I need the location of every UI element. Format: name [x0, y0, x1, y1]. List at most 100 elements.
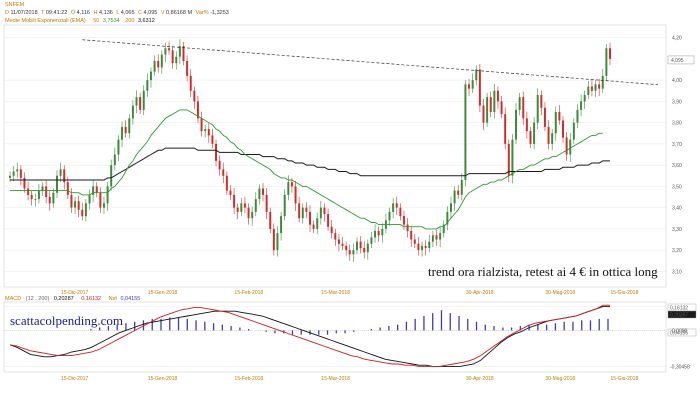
- candle-body: [229, 190, 232, 195]
- candle-body: [16, 169, 19, 172]
- last-price-label: 4,095: [671, 58, 684, 64]
- ema200-line: [10, 147, 610, 181]
- candle-body: [48, 197, 51, 204]
- candle-body: [178, 46, 181, 57]
- candle-body: [515, 109, 518, 140]
- candle-body: [529, 131, 532, 144]
- candle-body: [88, 194, 91, 204]
- header-var-label: Var%: [196, 10, 209, 16]
- candle-body: [160, 54, 163, 68]
- macd-badge-label: 0,20287: [670, 313, 688, 319]
- candle-body: [124, 126, 127, 134]
- candle-body: [424, 245, 427, 248]
- candle-body: [413, 239, 416, 244]
- candle-body: [283, 194, 286, 217]
- candle-body: [609, 48, 611, 59]
- candle-body: [399, 207, 402, 217]
- candle-body: [572, 122, 575, 140]
- macd-badge-box: [667, 328, 697, 337]
- price-tick-label: 3,80: [672, 121, 682, 127]
- price-tick-label: 4,00: [672, 78, 682, 84]
- candle-body: [254, 199, 257, 212]
- candle-body: [131, 105, 134, 119]
- date-axis-top: 15-Dic-2017 15-Gen-2018 15-Feb-2018 15-Mar-…: [61, 290, 638, 296]
- candle-body: [359, 241, 362, 248]
- candle-body: [547, 126, 550, 144]
- candle-body: [146, 80, 149, 91]
- candle-body: [464, 84, 467, 180]
- candle-body: [525, 118, 528, 132]
- candle-body: [518, 97, 521, 110]
- candle-body: [153, 61, 156, 72]
- candle-body: [392, 203, 395, 212]
- candle-body: [341, 243, 344, 246]
- candle-body: [276, 233, 279, 251]
- candle-body: [66, 182, 69, 195]
- candle-body: [298, 203, 301, 219]
- candle-body: [410, 231, 413, 240]
- candle-body: [99, 192, 102, 208]
- macd-badge-label: 0,16132: [670, 306, 688, 312]
- candle-body: [565, 137, 568, 155]
- candle-body: [468, 84, 471, 89]
- candle-body: [102, 203, 105, 208]
- candle-body: [305, 207, 308, 212]
- candle-body: [598, 84, 601, 89]
- candle-body: [27, 188, 30, 195]
- candle-body: [19, 169, 22, 178]
- candle-body: [601, 75, 604, 89]
- candle-body: [196, 101, 199, 119]
- candle-body: [543, 107, 546, 127]
- candle-body: [207, 129, 210, 136]
- ma-value-1: 3,7534: [103, 18, 120, 24]
- candle-body: [316, 218, 319, 229]
- candle-body: [121, 126, 124, 140]
- date-tick-label: 15-Feb-2018: [235, 290, 264, 296]
- hist-value: 0,04155: [120, 296, 140, 302]
- candle-body: [204, 129, 207, 132]
- header-low: 4,065: [121, 10, 135, 16]
- price-tick-label: 3,30: [672, 227, 682, 233]
- candle-body: [431, 235, 434, 242]
- candle-body: [442, 224, 445, 234]
- candle-body: [576, 109, 579, 123]
- candle-body: [287, 182, 290, 195]
- candle-body: [211, 135, 214, 144]
- candle-body: [142, 90, 145, 110]
- candle-body: [366, 243, 369, 253]
- price-tick-label: 3,10: [672, 269, 682, 275]
- candle-body: [95, 186, 98, 193]
- candle-body: [348, 250, 351, 255]
- candle-body: [269, 211, 272, 229]
- candle-body: [247, 207, 250, 219]
- candle-body: [117, 139, 120, 155]
- date-tick-label: 15-Giu-2018: [610, 376, 638, 382]
- svg-text:Medie Mobili Esponenziali (EMA: Medie Mobili Esponenziali (EMA) 50 3,753…: [5, 18, 155, 24]
- candle-body: [507, 143, 510, 176]
- date-tick-label: 15-Giu-2018: [610, 290, 638, 296]
- candle-body: [290, 182, 293, 187]
- candle-body: [496, 90, 499, 102]
- candle-body: [81, 209, 84, 217]
- svg-text:MACD (12 , 200): MACD (12 , 200) 0,20287 0,16132 Nst 0,04…: [5, 296, 140, 302]
- ma-value-2: 3,6312: [138, 18, 155, 24]
- candle-body: [182, 46, 185, 61]
- candle-body: [280, 216, 283, 234]
- signal-value: 0,16132: [81, 296, 101, 302]
- candle-body: [417, 243, 420, 251]
- price-tick-label: 3,40: [672, 206, 682, 212]
- date-tick-label: 30-Apr-2018: [466, 290, 494, 296]
- price-tick-label: 3,60: [672, 163, 682, 169]
- candle-body: [377, 231, 380, 236]
- candle-body: [478, 69, 481, 106]
- candle-body: [215, 143, 218, 161]
- candle-body: [9, 175, 11, 178]
- macd-axis: 0,0000 -0,30458: [670, 328, 690, 370]
- price-tick-label: 3,70: [672, 142, 682, 148]
- resistance-trendline: [82, 39, 659, 86]
- header-var-value: -1,3253: [210, 10, 229, 16]
- price-tick-label: 3,90: [672, 99, 682, 105]
- candle-body: [522, 97, 525, 119]
